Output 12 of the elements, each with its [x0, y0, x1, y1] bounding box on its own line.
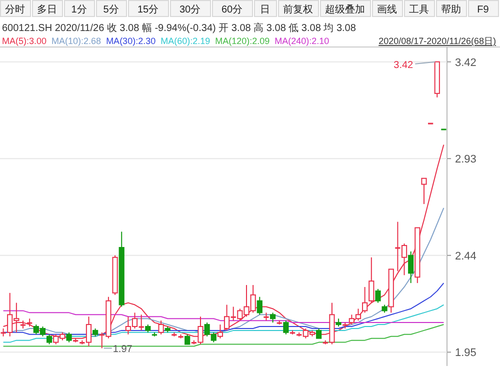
line-series: [2, 324, 444, 347]
y-tick-label: 3.42: [455, 56, 476, 69]
legend: MA(5):3.00 MA(10):2.68 MA(30):2.30 MA(60):2.19 MA(120):2.09 MA(240):2.10: [2, 36, 330, 46]
chart-subtitle: 2020/08/17-2020/11/26(68日): [378, 36, 496, 46]
chart-title: 600121.SH 2020/11/26 收 3.08 幅 -9.94%(-0.34) 开 3.08 高 3.08 低 3.08 均 3.08: [2, 22, 356, 34]
y-tick-label: 1.95: [455, 347, 476, 360]
line-series: [2, 304, 444, 343]
y-tick-label: 2.93: [455, 154, 476, 166]
annotation: 3.42: [394, 60, 414, 71]
y-tick-label: 2.44: [455, 250, 476, 262]
toolbar: 分时 多日 1分 5分 15分 30分 60分 日 前复权 超级叠加 画线 工具 帮助 F9: [0, 0, 499, 17]
annotation: 1.97: [112, 344, 133, 356]
